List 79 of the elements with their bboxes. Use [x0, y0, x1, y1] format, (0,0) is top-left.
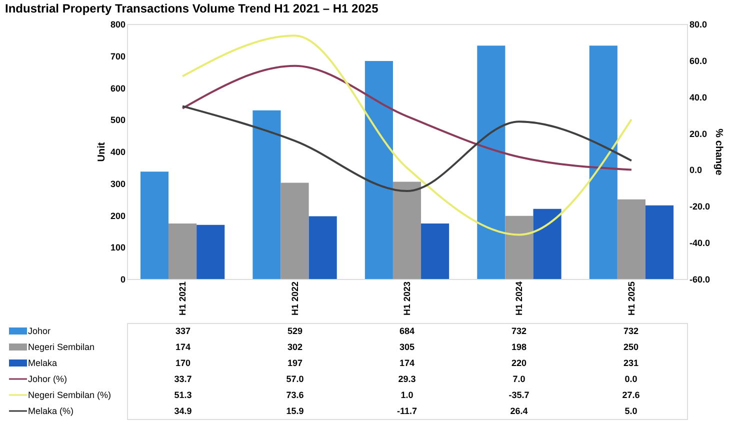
y-tick-label: 600: [110, 83, 126, 94]
legend-label: Negeri Sembilan (%): [28, 390, 112, 400]
x-tick-label: H1 2025: [626, 282, 636, 316]
y2-axis-title: % change: [713, 128, 724, 176]
bar: [168, 224, 197, 279]
data-label: 29.3: [398, 374, 416, 384]
data-label: 174: [399, 358, 415, 368]
bar: [364, 60, 393, 279]
bar: [617, 199, 646, 279]
bar: [140, 172, 169, 279]
data-label: 7.0: [512, 374, 526, 384]
data-label: -11.7: [396, 406, 418, 416]
line-series: [182, 64, 632, 171]
bar: [392, 182, 422, 279]
data-label: 198: [511, 342, 527, 352]
data-label: 15.9: [286, 406, 304, 416]
data-label: 73.6: [286, 390, 304, 400]
data-label: 0.0: [624, 374, 638, 384]
bar: [196, 224, 225, 279]
data-label: 27.6: [622, 390, 640, 400]
line-series: [182, 105, 632, 192]
bar: [645, 205, 674, 279]
y2-tick-label: 80.0: [690, 20, 708, 30]
data-label: 305: [399, 342, 415, 352]
data-label: 197: [287, 358, 303, 368]
data-label: 51.3: [174, 390, 192, 400]
bar: [421, 224, 450, 279]
data-label: -35.7: [508, 390, 530, 400]
y-tick-label: 400: [110, 147, 126, 157]
y-axis-title: Unit: [96, 142, 108, 162]
legend-label: Negeri Sembilan: [28, 342, 95, 352]
data-label: 170: [175, 358, 191, 368]
data-label: 250: [623, 342, 639, 352]
legend-label: Melaka: [28, 358, 58, 368]
bar: [252, 110, 281, 279]
data-label: 302: [287, 342, 303, 352]
y-tick-label: 0: [120, 274, 126, 284]
bar: [280, 182, 309, 279]
data-label: 34.9: [174, 406, 192, 416]
legend-label: Melaka (%): [28, 406, 74, 416]
y2-tick-label: 20.0: [690, 128, 708, 139]
x-tick-label: H1 2024: [514, 282, 524, 316]
data-label: 57.0: [286, 374, 304, 384]
y-tick-label: 100: [110, 242, 126, 253]
bar: [477, 46, 506, 279]
y2-tick-label: -20.0: [690, 202, 710, 212]
y2-tick-label: 0.0: [690, 165, 702, 176]
data-label: 26.4: [510, 406, 528, 416]
data-label: 732: [623, 326, 639, 336]
line-series: [182, 34, 632, 236]
x-tick-label: H1 2021: [178, 282, 188, 316]
bar: [505, 216, 534, 279]
y-tick-label: 500: [110, 115, 126, 126]
bar: [589, 46, 618, 279]
data-label: 529: [287, 326, 303, 336]
data-label: 732: [511, 326, 527, 336]
data-label: 337: [175, 326, 191, 336]
data-label: 33.7: [174, 374, 192, 384]
y-tick-label: 800: [110, 20, 126, 30]
y-tick-label: 300: [110, 178, 126, 189]
bar: [308, 216, 337, 279]
data-label: 684: [399, 326, 415, 336]
data-label: 220: [511, 358, 527, 368]
x-tick-label: H1 2023: [402, 282, 412, 316]
data-label: 5.0: [624, 406, 638, 416]
y2-tick-label: 40.0: [690, 92, 708, 102]
y2-tick-label: 60.0: [690, 56, 708, 66]
y2-tick-label: -40.0: [690, 238, 710, 248]
legend-label: Johor (%): [28, 374, 68, 384]
chart-title: Industrial Property Transactions Volume Trend H1 2021 – H1 2025: [5, 2, 379, 16]
y2-tick-label: -60.0: [690, 274, 710, 284]
data-label: 1.0: [400, 390, 414, 400]
data-label: 174: [175, 342, 191, 352]
data-label: 231: [623, 358, 639, 368]
bar: [533, 208, 562, 279]
x-tick-label: H1 2022: [290, 282, 300, 316]
y-tick-label: 700: [110, 51, 126, 62]
y-tick-label: 200: [110, 210, 126, 221]
legend-label: Johor: [28, 326, 51, 336]
